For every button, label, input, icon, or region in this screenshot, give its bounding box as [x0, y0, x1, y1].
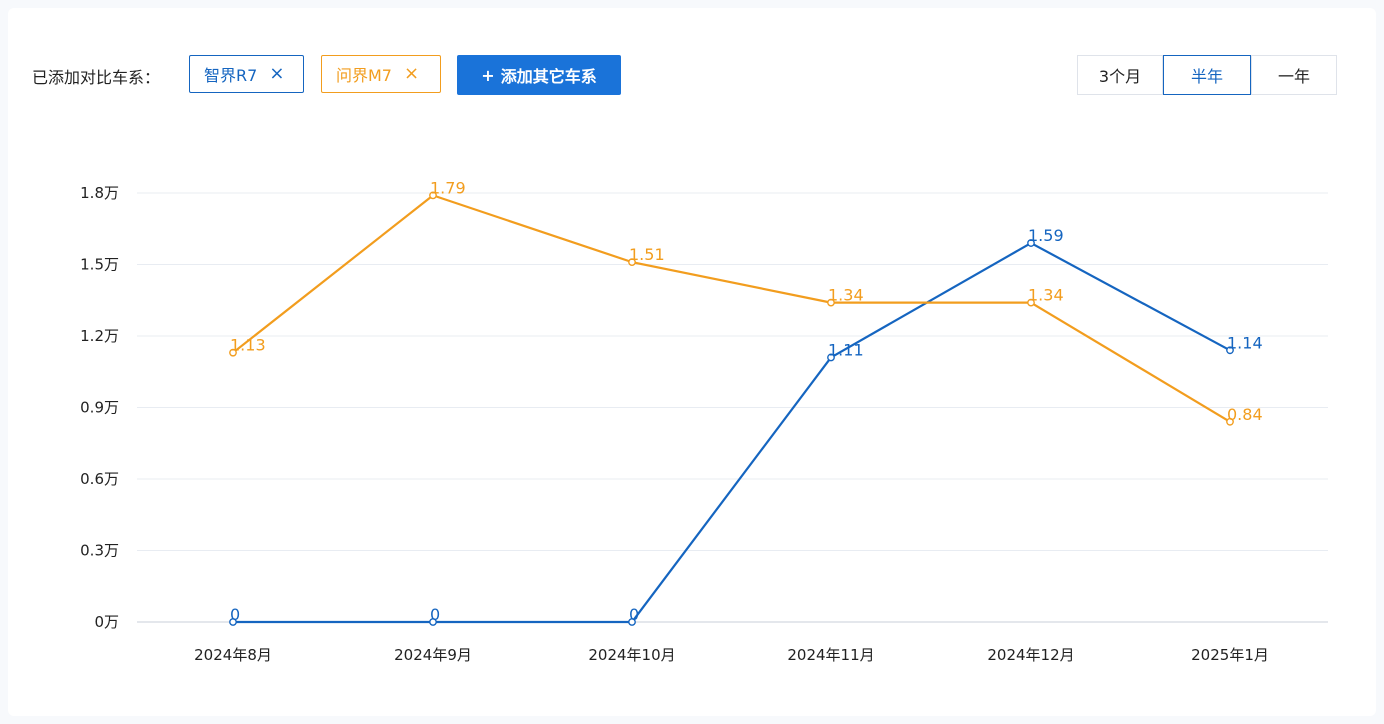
x-tick-label: 2024年11月	[787, 646, 874, 664]
y-tick-label: 0.9万	[80, 399, 119, 417]
x-tick-label: 2024年8月	[194, 646, 272, 664]
range-half-year-button[interactable]: 半年	[1163, 55, 1251, 95]
y-tick-label: 1.8万	[80, 184, 119, 202]
series-tag-label: 智界R7	[204, 66, 258, 85]
added-series-label: 已添加对比车系：	[32, 68, 161, 87]
x-tick-label: 2024年12月	[987, 646, 1074, 664]
data-point	[1226, 346, 1234, 355]
y-tick-label: 1.5万	[80, 256, 119, 274]
data-point	[1027, 298, 1035, 307]
x-tick-label: 2024年9月	[394, 646, 472, 664]
x-tick-label: 2024年10月	[588, 646, 675, 664]
data-point	[628, 258, 636, 267]
time-range-selector: 3个月 半年 一年	[1077, 55, 1337, 95]
data-point	[229, 348, 237, 357]
data-point	[429, 618, 437, 626]
data-point	[827, 298, 835, 307]
data-label: 0	[629, 605, 639, 624]
y-tick-label: 0万	[94, 613, 119, 631]
close-icon[interactable]: ×	[404, 63, 420, 84]
data-label: 1.34	[828, 286, 864, 305]
toolbar: 已添加对比车系： 智界R7 × 问界M7 × + 添加其它车系 3个月 半年 一…	[8, 8, 1376, 128]
add-series-button-label: 添加其它车系	[500, 67, 597, 86]
data-point	[229, 618, 237, 626]
data-label: 1.11	[828, 340, 864, 359]
data-point	[1226, 417, 1234, 426]
series-line	[233, 241, 1231, 624]
data-label: 1.34	[1028, 286, 1064, 305]
data-label: 1.13	[230, 336, 266, 355]
data-label: 1.14	[1227, 333, 1263, 352]
chart-card: 已添加对比车系： 智界R7 × 问界M7 × + 添加其它车系 3个月 半年 一…	[8, 8, 1376, 716]
series-tag-wenjie-m7[interactable]: 问界M7 ×	[321, 55, 441, 93]
range-one-year-button[interactable]: 一年	[1251, 55, 1337, 95]
series-tag-label: 问界M7	[336, 66, 392, 85]
plus-icon: +	[481, 65, 495, 85]
series-tag-zhijie-r7[interactable]: 智界R7 ×	[189, 55, 304, 93]
add-series-button[interactable]: + 添加其它车系	[457, 55, 621, 95]
data-point	[628, 618, 636, 626]
line-chart: 0万 0.3万 0.6万 0.9万 1.2万 1.5万 1.8万 2024年8月 2024年9月…	[80, 178, 1328, 664]
data-point	[429, 191, 437, 200]
y-tick-label: 0.3万	[80, 542, 119, 560]
data-label: 0	[230, 605, 240, 624]
data-label: 1.79	[430, 178, 466, 197]
close-icon[interactable]: ×	[269, 63, 285, 84]
data-label: 1.59	[1028, 226, 1064, 245]
x-tick-label: 2025年1月	[1191, 646, 1269, 664]
data-label: 1.51	[629, 245, 665, 264]
data-label: 0	[430, 605, 440, 624]
data-point	[1027, 239, 1035, 247]
y-tick-label: 1.2万	[80, 327, 119, 345]
data-point	[827, 353, 835, 362]
data-label: 0.84	[1227, 405, 1263, 424]
y-tick-label: 0.6万	[80, 470, 119, 488]
range-3-months-button[interactable]: 3个月	[1077, 55, 1163, 95]
series-line	[232, 194, 1231, 423]
